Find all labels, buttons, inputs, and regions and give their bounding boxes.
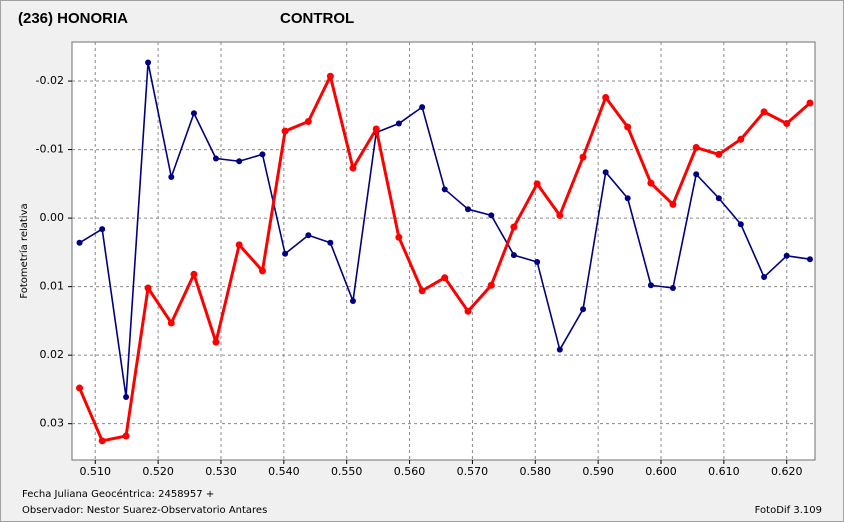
- data-point: [806, 256, 813, 263]
- data-point: [349, 298, 356, 305]
- data-point: [806, 99, 814, 107]
- data-point: [258, 267, 266, 275]
- y-tick-label: 0.01: [40, 280, 65, 293]
- data-point: [441, 274, 449, 282]
- x-tick-label: 0.570: [457, 465, 489, 478]
- y-tick-label: 0.03: [40, 417, 65, 430]
- data-point: [418, 287, 426, 295]
- data-point: [465, 206, 472, 213]
- data-point: [349, 164, 357, 172]
- data-point: [282, 250, 289, 257]
- data-point: [624, 123, 632, 131]
- data-point: [167, 319, 175, 327]
- x-tick-label: 0.530: [205, 465, 237, 478]
- data-point: [602, 94, 610, 102]
- x-tick-label: 0.600: [645, 465, 677, 478]
- data-point: [122, 432, 130, 440]
- x-tick-label: 0.610: [708, 465, 740, 478]
- data-point: [441, 186, 448, 193]
- data-point: [327, 239, 334, 246]
- data-point: [305, 232, 312, 239]
- y-tick-label: 0.02: [40, 348, 65, 361]
- data-point: [395, 233, 403, 241]
- plot-area: [71, 41, 816, 461]
- data-point: [281, 127, 289, 135]
- data-point: [692, 144, 700, 152]
- x-tick-label: 0.540: [268, 465, 300, 478]
- data-point: [783, 252, 790, 259]
- y-tick-label: -0.02: [36, 74, 64, 87]
- data-point: [715, 150, 723, 158]
- observer-note: Observador: Nestor Suarez-Observatorio A…: [22, 505, 267, 516]
- x-tick-label: 0.560: [394, 465, 426, 478]
- data-point: [488, 212, 495, 219]
- data-point: [556, 211, 564, 219]
- data-point: [579, 153, 587, 161]
- data-point: [99, 226, 106, 233]
- data-point: [556, 346, 563, 353]
- x-tick-label: 0.550: [331, 465, 363, 478]
- data-point: [168, 173, 175, 180]
- data-point: [190, 110, 197, 117]
- data-point: [76, 239, 83, 246]
- x-tick-label: 0.590: [582, 465, 614, 478]
- data-point: [304, 117, 312, 125]
- data-point: [236, 158, 243, 165]
- data-point: [145, 59, 152, 66]
- x-tick-label: 0.580: [520, 465, 552, 478]
- data-point: [144, 284, 152, 292]
- data-point: [235, 241, 243, 249]
- data-point: [737, 221, 744, 228]
- x-axis-label: Fecha Juliana Geocéntrica: 2458957 +: [22, 488, 214, 500]
- data-point: [669, 285, 676, 292]
- data-point: [326, 72, 334, 80]
- x-tick-label: 0.620: [771, 465, 803, 478]
- x-tick-label: 0.520: [142, 465, 174, 478]
- x-tick-label: 0.510: [80, 465, 112, 478]
- data-point: [624, 195, 631, 202]
- data-point: [737, 135, 745, 143]
- y-tick-label: 0.00: [40, 211, 65, 224]
- data-point: [580, 306, 587, 313]
- data-point: [760, 108, 768, 116]
- legend-entry: (236) HONORIA: [18, 10, 128, 27]
- data-point: [647, 179, 655, 187]
- data-point: [533, 180, 541, 188]
- data-point: [395, 120, 402, 127]
- data-point: [372, 125, 380, 133]
- data-point: [783, 120, 791, 128]
- data-point: [715, 195, 722, 202]
- y-axis-label: Fotometría relativa: [18, 203, 30, 298]
- data-point: [602, 169, 609, 176]
- data-point: [259, 151, 266, 158]
- legend-entry: CONTROL: [280, 10, 354, 27]
- data-point: [76, 384, 84, 392]
- data-point: [534, 258, 541, 265]
- software-note: FotoDif 3.109: [755, 505, 822, 516]
- data-point: [123, 393, 130, 400]
- data-point: [419, 104, 426, 111]
- y-tick-label: -0.01: [36, 143, 64, 156]
- data-point: [212, 338, 220, 346]
- data-point: [190, 270, 198, 278]
- data-point: [647, 282, 654, 289]
- data-point: [98, 437, 106, 445]
- data-point: [669, 200, 677, 208]
- data-point: [510, 252, 517, 259]
- data-point: [464, 307, 472, 315]
- data-point: [693, 171, 700, 178]
- data-point: [510, 223, 518, 231]
- data-point: [212, 155, 219, 162]
- data-point: [761, 274, 768, 281]
- data-point: [487, 281, 495, 289]
